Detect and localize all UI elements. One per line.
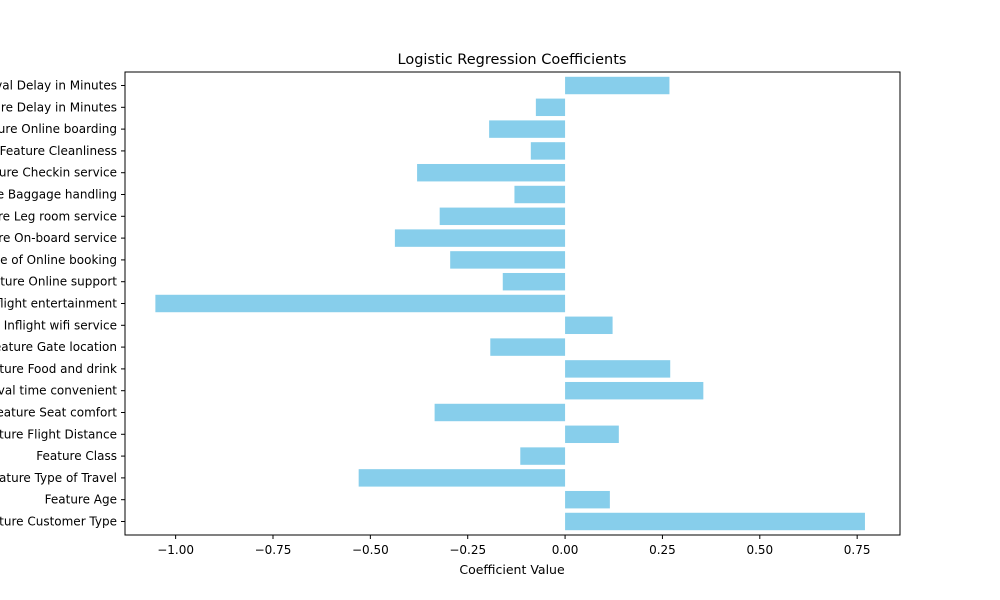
y-tick-label: Feature Leg room service bbox=[0, 209, 117, 223]
bar bbox=[565, 76, 670, 95]
bar-group bbox=[155, 76, 865, 531]
y-tick-labels: Feature Customer Type Feature Age Feature … bbox=[0, 79, 125, 528]
x-tick-label: −0.75 bbox=[255, 543, 292, 557]
bar bbox=[565, 381, 704, 400]
bar bbox=[502, 272, 566, 291]
y-tick-label: Feature Online support bbox=[0, 275, 117, 289]
bar bbox=[439, 207, 566, 226]
y-tick-label: Feature Age bbox=[45, 493, 117, 507]
bar bbox=[434, 403, 566, 422]
bar bbox=[155, 294, 566, 313]
x-ticks: −1.00 −0.75 −0.50 −0.25 0.00 0.25 0.50 0.75 bbox=[157, 535, 871, 557]
bar bbox=[489, 120, 566, 138]
chart-title: Logistic Regression Coefficients bbox=[398, 52, 627, 68]
y-tick-label: Feature Food and drink bbox=[0, 362, 117, 376]
bar bbox=[490, 338, 566, 356]
y-tick-label: Feature Seat comfort bbox=[0, 405, 117, 419]
y-tick-label: Feature Inflight wifi service bbox=[0, 318, 117, 332]
bar bbox=[565, 512, 865, 531]
x-tick-label: −0.50 bbox=[352, 543, 389, 557]
bar bbox=[565, 360, 671, 378]
y-tick-label: Feature Type of Travel bbox=[0, 471, 117, 485]
bar bbox=[514, 185, 566, 204]
bar bbox=[394, 229, 566, 247]
y-tick-label: Feature Departure Delay in Minutes bbox=[0, 100, 117, 114]
y-tick-label: Feature Arrival Delay in Minutes bbox=[0, 79, 117, 93]
bar bbox=[520, 447, 566, 465]
bar bbox=[417, 163, 566, 182]
x-axis-label: Coefficient Value bbox=[459, 562, 565, 577]
x-tick-label: −1.00 bbox=[157, 543, 194, 557]
y-tick-label: Feature Inflight entertainment bbox=[0, 297, 117, 311]
y-tick-label: Feature Online boarding bbox=[0, 122, 117, 136]
x-tick-label: 0.50 bbox=[746, 543, 773, 557]
y-tick-label: Feature Customer Type bbox=[0, 514, 117, 528]
bar bbox=[565, 490, 610, 509]
y-tick-label: Feature Flight Distance bbox=[0, 427, 117, 441]
plot-frame bbox=[124, 71, 901, 536]
bar bbox=[535, 98, 566, 117]
bar bbox=[358, 469, 566, 487]
y-tick-label: Feature Departure/Arrival time convenien… bbox=[0, 384, 117, 398]
y-tick-label: Feature Ease of Online booking bbox=[0, 253, 117, 267]
y-tick-label: Feature Cleanliness bbox=[0, 144, 117, 158]
x-tick-label: 0.00 bbox=[552, 543, 579, 557]
bar bbox=[565, 425, 619, 444]
y-tick-label: Feature On-board service bbox=[0, 231, 117, 245]
x-tick-label: 0.75 bbox=[844, 543, 871, 557]
y-tick-label: Feature Class bbox=[36, 449, 117, 463]
x-tick-label: −0.25 bbox=[449, 543, 486, 557]
bar bbox=[565, 316, 613, 335]
x-tick-label: 0.25 bbox=[649, 543, 676, 557]
y-tick-label: Feature Gate location bbox=[0, 340, 117, 354]
bar bbox=[530, 142, 566, 160]
bar bbox=[450, 251, 566, 269]
y-tick-label: Feature Baggage handling bbox=[0, 188, 117, 202]
y-tick-label: Feature Checkin service bbox=[0, 166, 117, 180]
